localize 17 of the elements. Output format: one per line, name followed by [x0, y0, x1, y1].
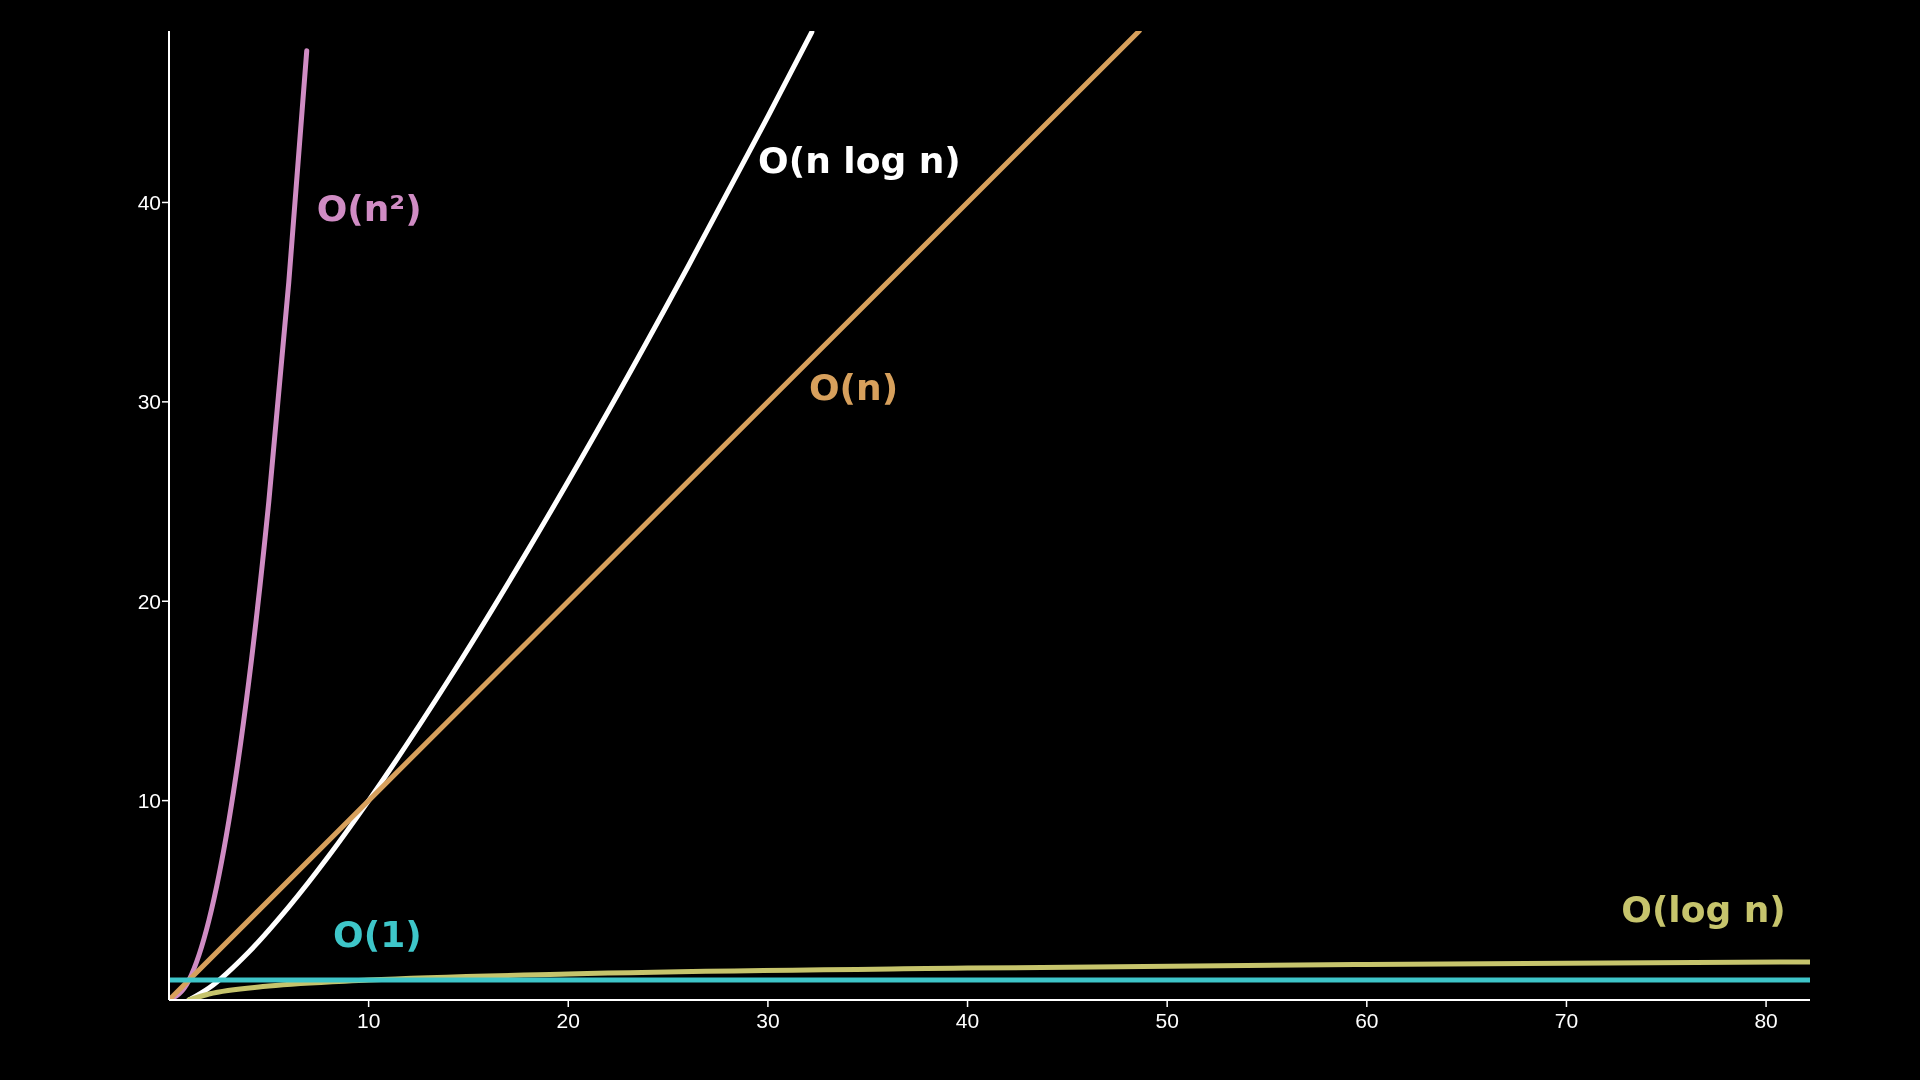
series-label: O(n²) — [316, 187, 422, 229]
x-tick-label: 10 — [356, 1009, 381, 1032]
series-label: O(1) — [333, 913, 422, 955]
x-tick-label: 60 — [1355, 1009, 1379, 1032]
x-tick-label: 20 — [556, 1009, 580, 1032]
x-tick-label: 80 — [1754, 1009, 1778, 1032]
y-tick-label: 20 — [137, 589, 161, 613]
x-tick-label: 50 — [1155, 1009, 1179, 1032]
x-tick-label: 30 — [756, 1009, 780, 1032]
series-label: O(n) — [808, 367, 899, 409]
y-tick-label: 10 — [137, 788, 161, 812]
series-label: O(n log n) — [758, 140, 961, 182]
y-tick-label: 30 — [137, 390, 161, 414]
y-tick-label: 40 — [137, 190, 161, 214]
series-label: O(log n) — [1621, 889, 1786, 931]
x-tick-label: 40 — [955, 1009, 980, 1032]
x-tick-label: 70 — [1554, 1009, 1579, 1032]
